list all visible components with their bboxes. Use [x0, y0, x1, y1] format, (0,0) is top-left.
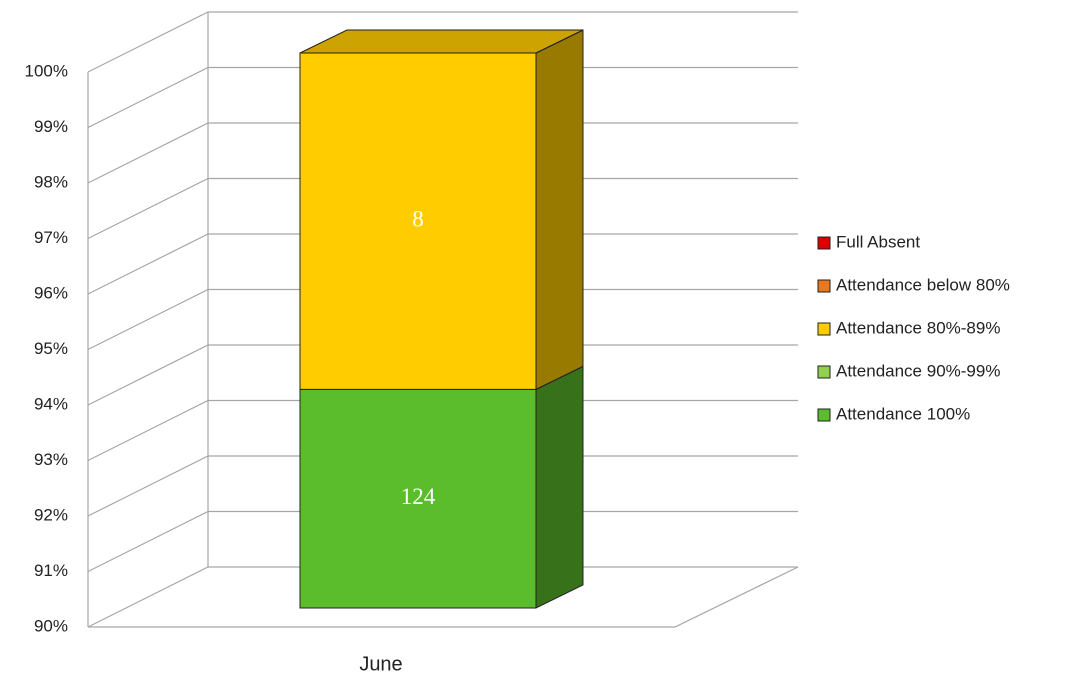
grid-line [87, 399, 798, 462]
y-tick-label: 92% [34, 505, 68, 524]
grid-line [87, 344, 798, 406]
legend-label: Attendance 100% [836, 404, 970, 423]
grid-line [87, 288, 798, 351]
y-tick-label: 98% [34, 172, 68, 191]
bar-top [299, 29, 584, 54]
y-tick-label: 93% [34, 450, 68, 469]
grid-line [87, 66, 798, 129]
legend-swatch [817, 365, 831, 379]
grid-line [87, 11, 798, 73]
y-tick-label: 97% [34, 228, 68, 247]
grid-line [87, 510, 798, 573]
grid-line [87, 233, 798, 295]
y-tick-label: 94% [34, 394, 68, 413]
bar-side [535, 29, 584, 391]
grid-line [87, 566, 798, 628]
x-tick-label: June [359, 653, 402, 675]
legend-label: Attendance 90%-99% [836, 361, 1000, 380]
grid-line [87, 177, 798, 240]
legend-swatch [817, 236, 831, 250]
bar [299, 52, 537, 390]
legend-label: Attendance 80%-89% [836, 318, 1000, 337]
grid-line [87, 122, 798, 184]
legend-swatch [817, 408, 831, 422]
data-label: 124 [401, 484, 436, 509]
legend-swatch [817, 322, 831, 336]
bar-side [535, 365, 584, 609]
legend-label: Full Absent [836, 232, 920, 251]
y-tick-label: 91% [34, 561, 68, 580]
y-tick-label: 95% [34, 339, 68, 358]
y-tick-label: 100% [25, 61, 68, 80]
bar [299, 388, 537, 609]
y-tick-label: 99% [34, 117, 68, 136]
data-label: 8 [412, 206, 424, 231]
grid-line [87, 455, 798, 517]
y-tick-label: 90% [34, 616, 68, 635]
legend-label: Attendance below 80% [836, 275, 1010, 294]
legend-swatch [817, 279, 831, 293]
floor-edge [88, 566, 799, 628]
y-tick-label: 96% [34, 283, 68, 302]
